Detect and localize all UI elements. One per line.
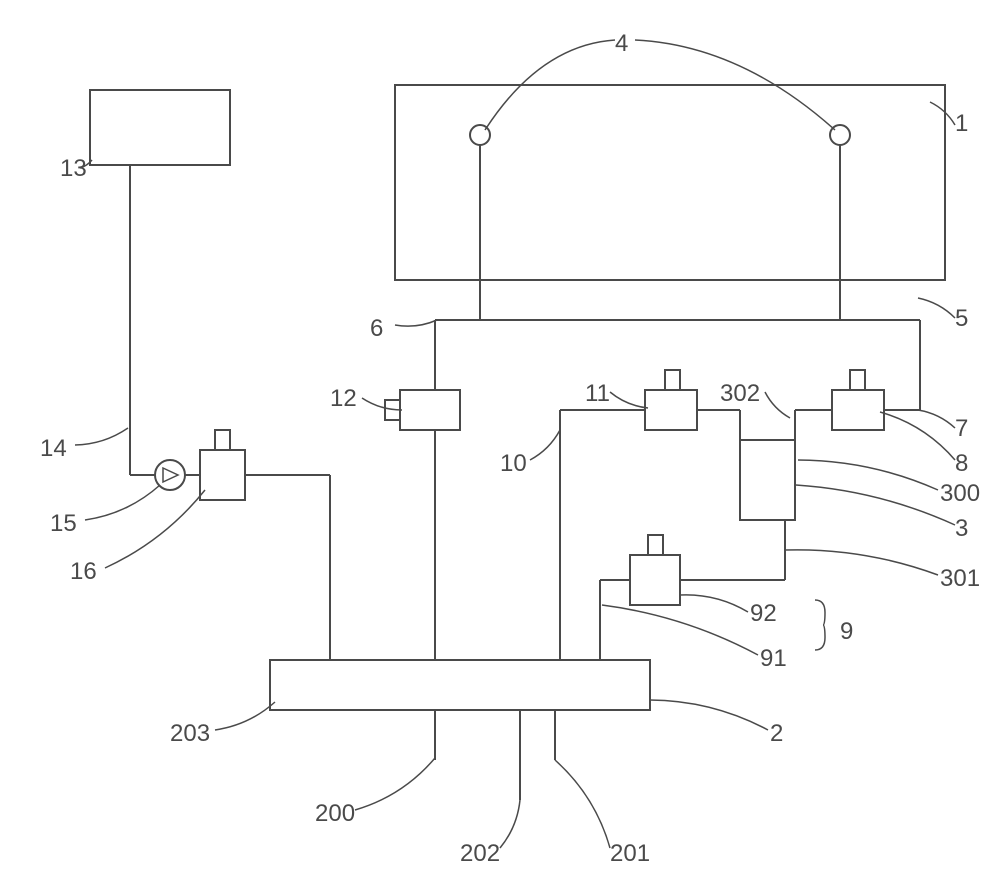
label-12: 12 [330,385,357,413]
box-2 [270,660,650,710]
leader-6 [918,410,955,428]
box-92 [630,555,680,605]
label-16: 16 [70,558,97,586]
leader-13 [530,430,560,460]
label-9: 9 [840,618,853,646]
label-7: 7 [955,415,968,443]
label-8: 8 [955,450,968,478]
leader-11 [75,428,128,445]
label-1: 1 [955,110,968,138]
label-201: 201 [610,840,650,868]
pump-arrow [163,468,178,482]
label-11: 11 [585,380,610,408]
label-202: 202 [460,840,500,868]
label-200: 200 [315,800,355,828]
leader-23 [500,800,520,848]
label-6: 6 [370,315,383,343]
box-11-tab [665,370,680,390]
label-301: 301 [940,565,980,593]
label-4: 4 [615,30,628,58]
leader-14 [796,485,955,525]
diagram-container: 1413567111230281430010315163019291920322… [0,0,1000,891]
leader-0 [930,102,955,125]
box-8 [832,390,884,430]
leader-9 [765,392,790,418]
leader-24 [555,760,610,848]
box-16-tab [215,430,230,450]
leader-16 [105,490,205,568]
label-300: 300 [940,480,980,508]
schematic-svg [0,0,1000,891]
box-11 [645,390,697,430]
label-13: 13 [60,155,87,183]
leader-21 [650,700,768,730]
box-8-tab [850,370,865,390]
leader-20 [215,702,275,730]
label-15: 15 [50,510,77,538]
label-2: 2 [770,720,783,748]
box-92-tab [648,535,663,555]
leader-19 [602,605,758,655]
leader-22 [355,758,435,810]
box-12 [400,390,460,430]
label-91: 91 [760,645,787,673]
box-16 [200,450,245,500]
label-92: 92 [750,600,777,628]
brace-9 [815,600,825,650]
label-5: 5 [955,305,968,333]
leader-17 [785,550,938,575]
label-3: 3 [955,515,968,543]
box-13 [90,90,230,165]
label-203: 203 [170,720,210,748]
leader-7 [610,392,648,408]
label-302: 302 [720,380,760,408]
leader-12 [798,460,938,490]
label-14: 14 [40,435,67,463]
leader-18 [680,595,748,612]
leader-5 [395,320,437,326]
box-300 [740,440,795,520]
leader-15 [85,485,160,520]
box-1 [395,85,945,280]
label-10: 10 [500,450,527,478]
leader-4 [918,298,955,318]
